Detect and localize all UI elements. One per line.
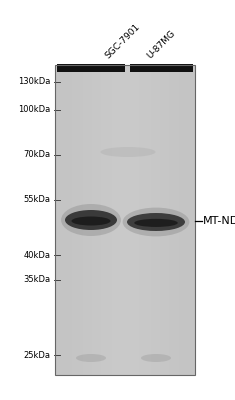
Bar [55,65,195,375]
Ellipse shape [141,354,171,362]
Text: 25kDa: 25kDa [24,350,51,360]
Ellipse shape [71,216,110,226]
Text: U-87MG: U-87MG [146,28,177,60]
Text: 70kDa: 70kDa [24,150,51,160]
Ellipse shape [127,213,185,231]
Text: SGC-7901: SGC-7901 [104,22,142,60]
Ellipse shape [76,354,106,362]
Ellipse shape [61,204,121,236]
Bar [130,64,193,72]
Ellipse shape [101,147,156,157]
Text: MT-ND4: MT-ND4 [203,216,235,226]
Text: 55kDa: 55kDa [24,196,51,204]
Bar [57,64,125,72]
Ellipse shape [123,208,189,236]
Text: 35kDa: 35kDa [24,276,51,284]
Text: 40kDa: 40kDa [24,250,51,260]
Text: 130kDa: 130kDa [19,78,51,86]
Text: 100kDa: 100kDa [19,106,51,114]
Ellipse shape [65,210,117,230]
Ellipse shape [134,219,178,227]
